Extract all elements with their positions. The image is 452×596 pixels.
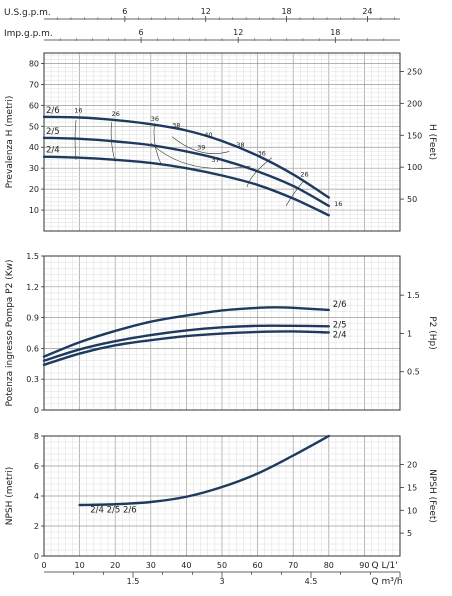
y-tick-label: 0 bbox=[34, 406, 39, 415]
efficiency-label: 39 bbox=[197, 143, 205, 151]
y-tick-label: 60 bbox=[29, 101, 39, 110]
panel-3: 0 2 4 6 8 5 10 15 20 NPSH (metri) NPSH (Feet) bbox=[5, 432, 437, 561]
m3h-tick-label: 3 bbox=[219, 577, 224, 586]
y-axis-label: Potenza ingresso Pompa P2 (Kw) bbox=[5, 260, 15, 407]
y-axis-label: Prevalenza H (metri) bbox=[5, 96, 15, 189]
y2-tick-label: 250 bbox=[407, 67, 422, 76]
flow-scale-tick-label: 12 bbox=[233, 28, 243, 37]
y-tick-label: 10 bbox=[29, 206, 39, 215]
y2-tick-label: 10 bbox=[407, 506, 417, 515]
efficiency-line bbox=[150, 142, 251, 169]
series-label: 2/4 2/5 2/6 bbox=[90, 506, 136, 516]
flow-scale-tick-label: 18 bbox=[281, 7, 291, 16]
x-tick-label: 90 bbox=[359, 561, 369, 570]
x-tick-label: 0 bbox=[41, 561, 46, 570]
efficiency-label: 36 bbox=[151, 115, 159, 123]
y2-tick-label: 5 bbox=[407, 529, 412, 538]
plot-frame bbox=[43, 255, 401, 411]
efficiency-label: 38 bbox=[236, 141, 244, 149]
efficiency-label: 36 bbox=[258, 150, 266, 158]
series-label: 2/4 bbox=[333, 330, 347, 340]
efficiency-line bbox=[110, 122, 116, 162]
y2-tick-label: 200 bbox=[407, 99, 422, 108]
x-tick-label: 50 bbox=[217, 561, 227, 570]
series-label: 2/6 bbox=[333, 300, 347, 310]
y2-axis-label: NPSH (Feet) bbox=[427, 469, 437, 523]
series-label: 2/4 bbox=[46, 146, 60, 156]
y2-tick-label: 1.5 bbox=[407, 291, 420, 300]
y-tick-label: 30 bbox=[29, 164, 39, 173]
y-tick-label: 1.2 bbox=[26, 283, 39, 292]
series-line bbox=[42, 330, 330, 367]
m3h-tick-label: 4.5 bbox=[305, 577, 318, 586]
panel-1: 10 20 30 40 50 60 70 80 50 100 150 200 250 Prevalenza… bbox=[5, 52, 437, 232]
y-tick-label: 1.5 bbox=[26, 252, 39, 261]
series-label: 2/6 bbox=[46, 106, 60, 116]
efficiency-label: 38 bbox=[172, 121, 180, 129]
y2-tick-label: 20 bbox=[407, 461, 417, 470]
flow-scale-tick-label: 6 bbox=[122, 7, 127, 16]
y-tick-label: 2 bbox=[34, 522, 39, 531]
y-tick-label: 70 bbox=[29, 80, 39, 89]
series-line bbox=[42, 115, 330, 199]
flow-scale-label: Imp.g.p.m. bbox=[4, 29, 53, 39]
x-axis-label: Q L/1' bbox=[372, 561, 398, 571]
y-tick-label: 0 bbox=[34, 552, 39, 561]
y2-tick-label: 0.5 bbox=[407, 368, 420, 377]
series-line bbox=[42, 306, 330, 358]
y2-axis-label: P2 (Hp) bbox=[427, 316, 437, 350]
efficiency-label: 16 bbox=[334, 200, 342, 208]
x-tick-label: 60 bbox=[253, 561, 263, 570]
x-tick-label: 30 bbox=[146, 561, 156, 570]
x-tick-label: 40 bbox=[181, 561, 191, 570]
series-label: 2/5 bbox=[333, 320, 347, 330]
x-tick-label: 70 bbox=[288, 561, 298, 570]
y-axis-label: NPSH (metri) bbox=[5, 467, 15, 526]
series-line bbox=[78, 434, 330, 507]
flow-scale-tick-label: 24 bbox=[362, 7, 372, 16]
y-tick-label: 0.6 bbox=[26, 344, 39, 353]
flow-scale-label: U.S.g.p.m. bbox=[4, 8, 51, 18]
efficiency-label: 37 bbox=[211, 156, 219, 164]
m3h-tick-label: 1.5 bbox=[127, 577, 140, 586]
efficiency-line bbox=[246, 157, 273, 188]
x-tick-label: 10 bbox=[75, 561, 85, 570]
y2-axis-label: H (Feet) bbox=[427, 124, 437, 160]
flow-scale-tick-label: 12 bbox=[201, 7, 211, 16]
efficiency-label: 16 bbox=[74, 107, 82, 115]
flow-scale-tick-label: 6 bbox=[139, 28, 144, 37]
y-tick-label: 40 bbox=[29, 143, 39, 152]
series-line bbox=[42, 155, 330, 217]
series-line bbox=[42, 136, 330, 208]
panel-2: 0 0.3 0.6 0.9 1.2 1.5 0.5 1 1.5 Potenza ingresso … bbox=[5, 252, 437, 415]
y-tick-label: 0.3 bbox=[26, 375, 39, 384]
efficiency-label: 40 bbox=[204, 131, 212, 139]
y2-tick-label: 15 bbox=[407, 483, 417, 492]
efficiency-line bbox=[74, 119, 77, 160]
series-line bbox=[42, 324, 330, 362]
y-tick-label: 80 bbox=[29, 59, 39, 68]
flow-scale-tick-label: 18 bbox=[330, 28, 340, 37]
y2-tick-label: 100 bbox=[407, 163, 422, 172]
y2-tick-label: 1 bbox=[407, 329, 412, 338]
y-tick-label: 50 bbox=[29, 122, 39, 131]
x2-axis-label: Q m³/h bbox=[372, 577, 403, 587]
y-tick-label: 4 bbox=[34, 492, 39, 501]
plot-frame bbox=[43, 52, 401, 232]
y2-tick-label: 150 bbox=[407, 131, 422, 140]
x-tick-label: 20 bbox=[110, 561, 120, 570]
efficiency-line bbox=[171, 136, 230, 154]
efficiency-line bbox=[153, 126, 162, 166]
efficiency-label: 26 bbox=[112, 110, 120, 118]
efficiency-label: 26 bbox=[300, 171, 308, 179]
series-label: 2/5 bbox=[46, 127, 60, 137]
efficiency-line bbox=[285, 180, 305, 207]
y-tick-label: 8 bbox=[34, 432, 39, 441]
y-tick-label: 6 bbox=[34, 462, 39, 471]
y2-tick-label: 50 bbox=[407, 195, 417, 204]
y-tick-label: 20 bbox=[29, 185, 39, 194]
y-tick-label: 0.9 bbox=[26, 314, 39, 323]
x-tick-label: 80 bbox=[324, 561, 334, 570]
